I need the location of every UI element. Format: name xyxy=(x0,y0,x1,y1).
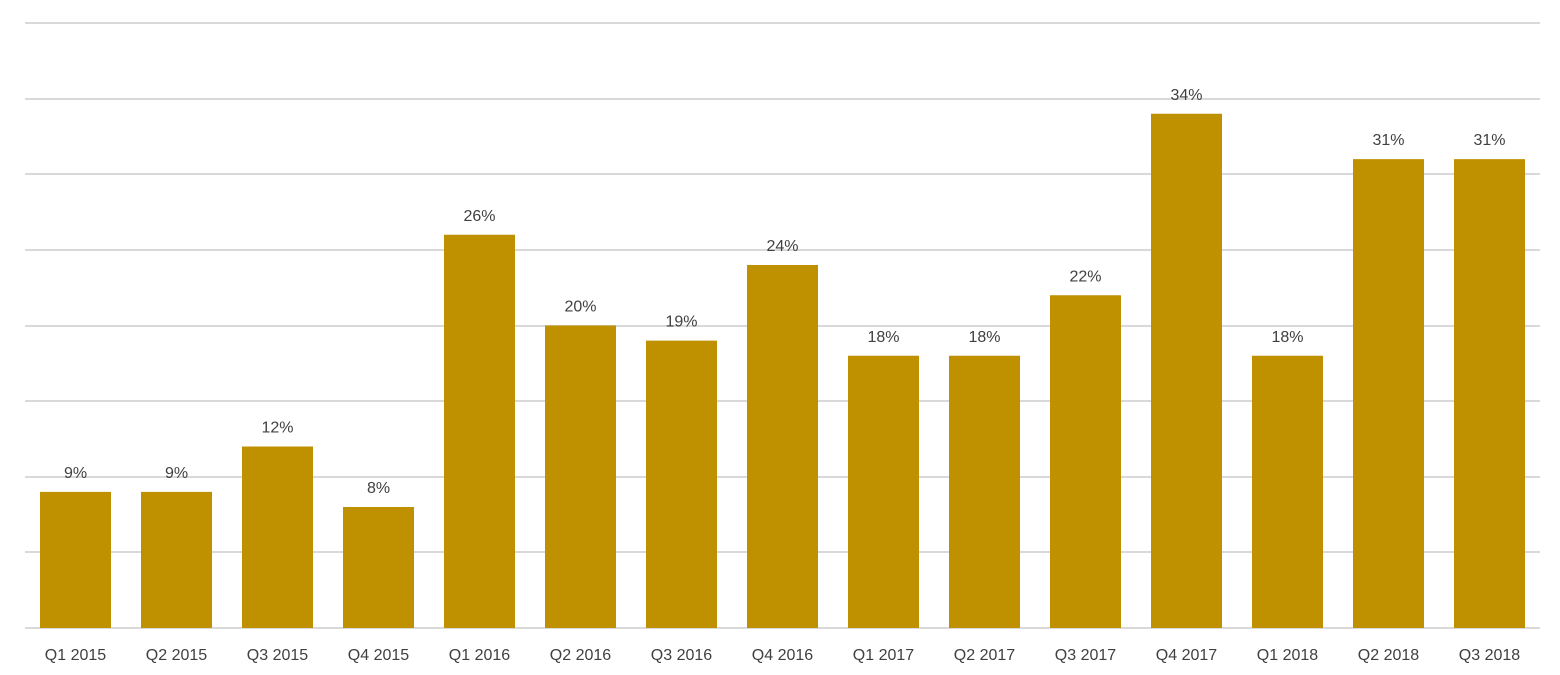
data-label: 34% xyxy=(1170,87,1202,104)
data-label: 26% xyxy=(463,208,495,225)
data-label: 20% xyxy=(564,299,596,316)
bar xyxy=(747,265,818,628)
data-label: 12% xyxy=(261,420,293,437)
data-label: 22% xyxy=(1069,268,1101,285)
category-labels: Q1 2015 Q2 2015 Q3 2015 Q4 2015 Q1 2016 Q2 20… xyxy=(45,647,1520,664)
x-tick-label: Q2 2018 xyxy=(1358,647,1419,664)
bar xyxy=(242,446,313,628)
x-tick-label: Q3 2017 xyxy=(1055,647,1116,664)
x-tick-label: Q1 2015 xyxy=(45,647,106,664)
x-tick-label: Q2 2017 xyxy=(954,647,1015,664)
bar xyxy=(1050,295,1121,628)
x-tick-label: Q1 2018 xyxy=(1257,647,1318,664)
data-label: 19% xyxy=(665,314,697,331)
bar xyxy=(40,491,111,628)
data-label: 31% xyxy=(1372,132,1404,149)
bar xyxy=(545,325,616,628)
bar xyxy=(1151,113,1222,628)
data-label: 18% xyxy=(867,329,899,346)
bar xyxy=(141,491,212,628)
x-tick-label: Q2 2016 xyxy=(550,647,611,664)
data-label: 9% xyxy=(64,465,87,482)
x-tick-label: Q3 2018 xyxy=(1459,647,1520,664)
data-label: 8% xyxy=(367,480,390,497)
x-tick-label: Q2 2015 xyxy=(146,647,207,664)
x-tick-label: Q1 2016 xyxy=(449,647,510,664)
value-labels: 9% 9% 12% 8% 26% 20% 19% 24% 18% 18% 22% 34% 18% 31% 3… xyxy=(64,87,1506,497)
bars xyxy=(40,113,1525,628)
x-tick-label: Q1 2017 xyxy=(853,647,914,664)
x-tick-label: Q4 2016 xyxy=(752,647,813,664)
bar xyxy=(1353,159,1424,628)
bar xyxy=(949,355,1020,628)
bar xyxy=(1454,159,1525,628)
x-tick-label: Q3 2016 xyxy=(651,647,712,664)
x-tick-label: Q3 2015 xyxy=(247,647,308,664)
data-label: 9% xyxy=(165,465,188,482)
bar xyxy=(848,355,919,628)
bar xyxy=(1252,355,1323,628)
bar xyxy=(343,507,414,628)
bar xyxy=(646,340,717,628)
bar xyxy=(444,234,515,628)
x-tick-label: Q4 2015 xyxy=(348,647,409,664)
data-label: 18% xyxy=(1271,329,1303,346)
data-label: 18% xyxy=(968,329,1000,346)
x-tick-label: Q4 2017 xyxy=(1156,647,1217,664)
data-label: 31% xyxy=(1473,132,1505,149)
data-label: 24% xyxy=(766,238,798,255)
